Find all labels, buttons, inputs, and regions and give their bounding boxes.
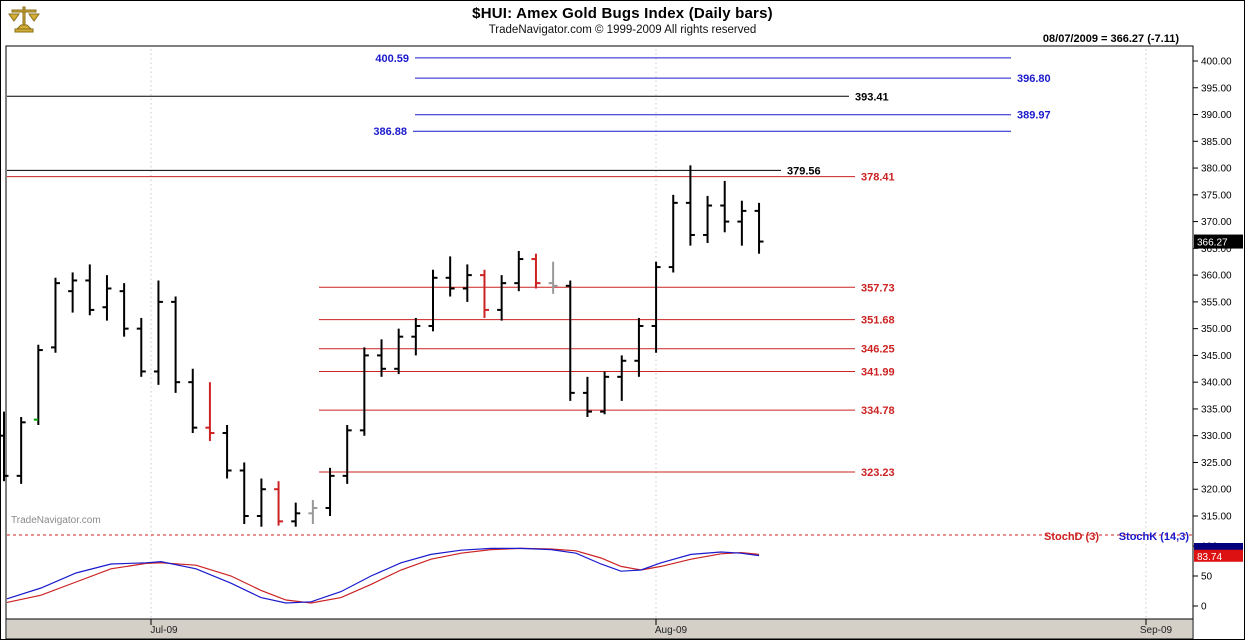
price-tick-label: 345.00 [1201,351,1232,362]
price-level-label: 323.23 [861,467,895,479]
stoch-series-blue [6,547,760,604]
chart-title: $HUI: Amex Gold Bugs Index (Daily bars) [472,5,773,22]
trade-navigator-logo-icon [7,4,41,41]
month-label: Sep-09 [1140,625,1173,636]
stoch-tick-label: 50 [1201,572,1213,583]
price-tick-label: 375.00 [1201,190,1232,201]
stoch-series-red [6,547,760,604]
stochk-legend-label: StochK (14,3) [1119,531,1190,543]
price-level-label: 378.41 [861,172,895,184]
stoch-tick-label: 0 [1201,602,1207,613]
price-level-label: 393.41 [855,91,889,103]
price-tick-label: 360.00 [1201,271,1232,282]
stochd-badge [1194,549,1243,562]
price-tick-label: 335.00 [1201,404,1232,415]
stochd-legend-label: StochD (3) [1044,531,1099,543]
copyright-line: TradeNavigator.com © 1999-2009 All right… [488,24,757,36]
price-tick-label: 320.00 [1201,485,1232,496]
chart-frame [5,45,1194,639]
stochd-badge-label: 83.74 [1197,552,1222,563]
price-tick-label: 350.00 [1201,324,1232,335]
stochk-badge [1194,543,1243,553]
price-tick-label: 315.00 [1201,511,1232,522]
watermark: TradeNavigator.com [11,515,101,526]
price-tick-label: 400.00 [1201,57,1232,68]
month-label: Jul-09 [150,625,178,636]
price-level-label: 351.68 [861,315,895,327]
price-level-label: 357.73 [861,282,895,294]
price-level-label: 346.25 [861,344,895,356]
chart-plot-area[interactable] [6,46,1193,619]
price-level-label: 389.97 [1017,110,1051,122]
price-tick-label: 370.00 [1201,217,1232,228]
price-tick-label: 380.00 [1201,164,1232,175]
price-level-label: 400.59 [375,53,409,65]
price-tick-label: 355.00 [1201,297,1232,308]
month-label: Aug-09 [655,625,688,636]
gold-scales-icon [8,6,40,33]
price-level-label: 334.78 [861,405,895,417]
last-quote-readout: 08/07/2009 = 366.27 (-7.11) [1042,33,1179,45]
price-level-label: 396.80 [1017,73,1051,85]
last-price-badge [1194,234,1243,249]
price-tick-label: 385.00 [1201,137,1232,148]
price-level-label: 386.88 [373,126,407,138]
price-level-label: 341.99 [861,367,895,379]
price-tick-label: 325.00 [1201,458,1232,469]
time-axis-band [7,619,1192,639]
price-tick-label: 365.00 [1201,244,1232,255]
price-level-label: 379.56 [787,165,821,177]
price-tick-label: 390.00 [1201,110,1232,121]
price-tick-label: 340.00 [1201,378,1232,389]
price-tick-label: 395.00 [1201,83,1232,94]
price-tick-label: 330.00 [1201,431,1232,442]
last-price-badge-label: 366.27 [1197,238,1228,249]
